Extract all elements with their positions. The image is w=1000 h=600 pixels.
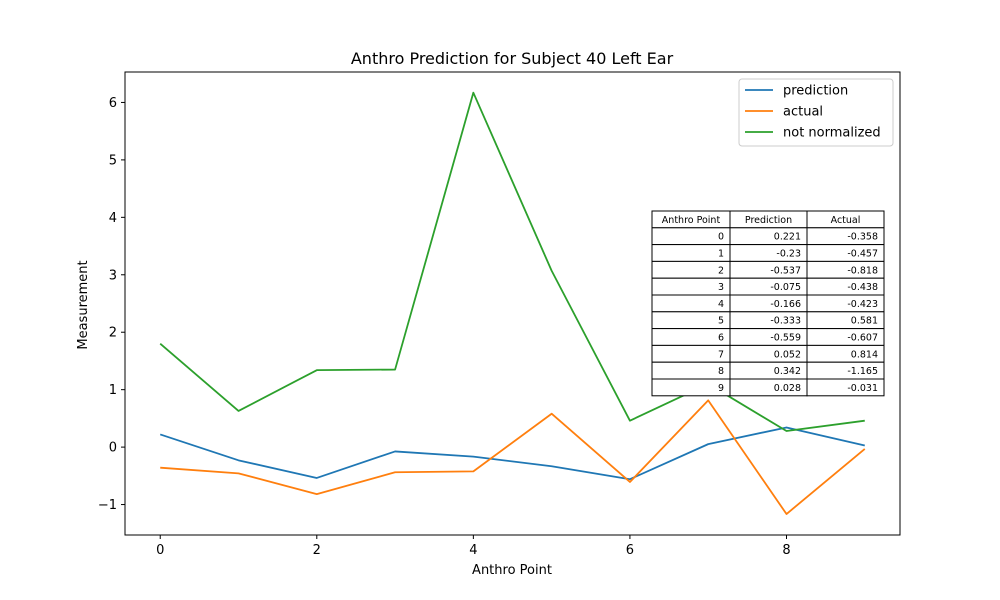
table-value: 0.028 (774, 383, 801, 394)
x-tick-label: 0 (156, 543, 164, 558)
series-line-2 (159, 91, 865, 432)
table-value: -0.166 (770, 299, 801, 310)
table-value: 5 (718, 316, 724, 327)
table-value: 8 (718, 366, 724, 377)
table-header-cell: Prediction (745, 215, 792, 226)
table-value: -0.423 (847, 299, 878, 310)
table-cell (806, 378, 885, 397)
table-value: -0.559 (770, 333, 801, 344)
y-tick-label: 3 (109, 268, 117, 283)
table-value: -0.23 (776, 249, 801, 260)
y-tick-label: 6 (109, 96, 117, 111)
table-value: 0.342 (774, 366, 801, 377)
table-value: -0.537 (770, 265, 801, 276)
x-tick-label: 4 (469, 543, 477, 558)
table-value: 0 (718, 232, 724, 243)
table-value: 6 (718, 333, 724, 344)
table-value: -0.818 (847, 265, 878, 276)
ticks-layer: 0 2 4 6 8 −1 0 1 2 3 4 5 6 (98, 96, 791, 558)
legend-label: not normalized (783, 126, 881, 141)
table-value: -0.333 (770, 316, 801, 327)
table-value: 0.221 (774, 232, 801, 243)
table-header-cell: Anthro Point (662, 215, 721, 226)
legend-label: prediction (783, 84, 848, 99)
legend-box (738, 78, 894, 147)
series-line-1 (160, 399, 866, 515)
table-value: -0.358 (847, 232, 878, 243)
table-value: 1 (718, 249, 724, 260)
table-value: -0.438 (847, 282, 878, 293)
table-value: -0.031 (847, 383, 878, 394)
table-value: -1.165 (847, 366, 878, 377)
table-value: -0.607 (847, 333, 878, 344)
x-tick-label: 6 (626, 543, 634, 558)
y-tick-label: 1 (109, 383, 117, 398)
plot-frame (124, 71, 901, 536)
table-value: 0.581 (851, 316, 878, 327)
x-tick-label: 2 (313, 543, 321, 558)
legend: prediction actual not normalized (738, 78, 894, 147)
table-value: 2 (718, 265, 724, 276)
series-line-0 (159, 426, 865, 481)
series-layer (159, 91, 866, 515)
table-value: 7 (718, 349, 724, 360)
y-tick-label: 2 (109, 326, 117, 341)
data-table: Anthro Point Prediction Actual 0 0.221 -0.358… (651, 210, 885, 397)
legend-label: actual (783, 105, 823, 120)
table-value: 0.814 (851, 349, 878, 360)
y-tick-label: 4 (109, 211, 117, 226)
table-value: 4 (718, 299, 724, 310)
y-tick-label: −1 (98, 498, 117, 513)
y-tick-label: 0 (109, 441, 117, 456)
table-value: 3 (718, 282, 724, 293)
table-value: -0.075 (770, 282, 801, 293)
chart-title: Anthro Prediction for Subject 40 Left Ea… (351, 49, 674, 68)
y-axis-label: Measurement (76, 260, 91, 349)
table-value: -0.457 (847, 249, 878, 260)
table-value: 9 (718, 383, 724, 394)
x-tick-label: 8 (782, 543, 790, 558)
table-value: 0.052 (774, 349, 801, 360)
table-header-cell: Actual (831, 215, 861, 226)
y-tick-label: 5 (109, 153, 117, 168)
x-axis-label: Anthro Point (472, 563, 552, 578)
